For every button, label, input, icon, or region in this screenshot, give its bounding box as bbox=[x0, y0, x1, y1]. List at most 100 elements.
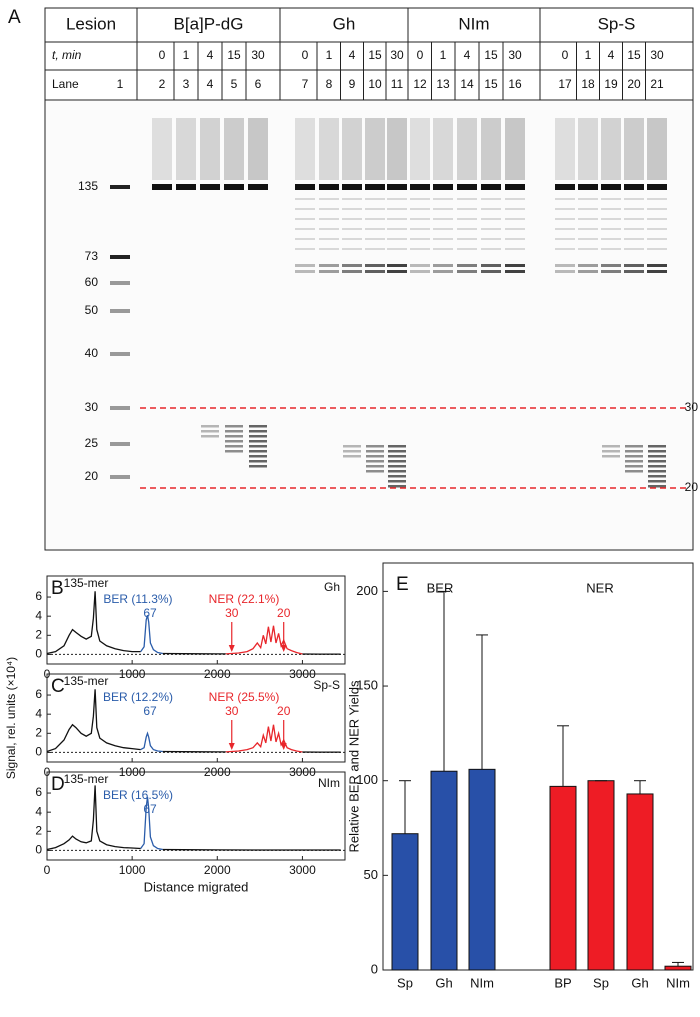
lane-number: 4 bbox=[207, 77, 214, 91]
gel-band-faint bbox=[555, 208, 575, 210]
gel-band-faint bbox=[578, 228, 598, 230]
plot-frame bbox=[382, 562, 694, 971]
y-tick-label: 0 bbox=[35, 647, 42, 661]
gel-smear bbox=[624, 118, 644, 180]
gel-band bbox=[647, 264, 667, 267]
y-tick-label: 0 bbox=[35, 843, 42, 857]
y-tick-label: 4 bbox=[35, 706, 42, 720]
gel-band bbox=[365, 270, 385, 273]
gel-band-faint bbox=[365, 238, 385, 240]
gel-band-faint bbox=[555, 238, 575, 240]
gel-band-faint bbox=[647, 228, 667, 230]
plot-frame bbox=[46, 673, 346, 763]
arrow-head bbox=[280, 645, 287, 652]
gel-band-faint bbox=[601, 238, 621, 240]
gel-product bbox=[366, 455, 384, 458]
gel-band bbox=[387, 184, 407, 190]
x-tick-label: 0 bbox=[44, 863, 51, 877]
gel-band bbox=[295, 270, 315, 273]
gel-band-faint bbox=[319, 238, 339, 240]
gel-band bbox=[365, 184, 385, 190]
gel-band bbox=[295, 184, 315, 190]
marker-band bbox=[110, 309, 130, 313]
x-axis-label: Distance migrated bbox=[144, 879, 249, 894]
gel-band-faint bbox=[365, 228, 385, 230]
gel-product bbox=[343, 450, 361, 453]
gel-band-faint bbox=[457, 228, 477, 230]
gel-band-faint bbox=[505, 208, 525, 210]
gel-product bbox=[201, 435, 219, 438]
gel-band bbox=[295, 264, 315, 267]
gel-band-faint bbox=[555, 218, 575, 220]
gel-band-faint bbox=[433, 248, 453, 250]
gel-band-faint bbox=[505, 238, 525, 240]
gel-band bbox=[555, 264, 575, 267]
x-tick-label: NIm bbox=[470, 975, 494, 990]
peak-label: 135-mer bbox=[64, 674, 109, 688]
time-label: 1 bbox=[440, 48, 447, 62]
marker-label: 25 bbox=[85, 436, 99, 450]
gel-band-faint bbox=[481, 218, 501, 220]
gel-band-faint bbox=[433, 238, 453, 240]
gel-product bbox=[388, 460, 406, 463]
time-label: 0 bbox=[302, 48, 309, 62]
lane-number: 17 bbox=[558, 77, 572, 91]
gel-band bbox=[248, 184, 268, 190]
gel-product bbox=[388, 465, 406, 468]
gel-smear bbox=[365, 118, 385, 180]
gel-band-faint bbox=[365, 218, 385, 220]
x-tick-label: Gh bbox=[435, 975, 452, 990]
gel-smear bbox=[578, 118, 598, 180]
gel-band-faint bbox=[457, 208, 477, 210]
gel-product bbox=[602, 455, 620, 458]
time-label: 30 bbox=[650, 48, 664, 62]
bar bbox=[391, 833, 419, 971]
gel-band-faint bbox=[647, 218, 667, 220]
bar bbox=[549, 785, 577, 971]
gel-product bbox=[648, 475, 666, 478]
ber-size: 67 bbox=[143, 606, 157, 620]
gel-product bbox=[225, 430, 243, 433]
gel-product bbox=[648, 455, 666, 458]
lane-number: 20 bbox=[627, 77, 641, 91]
sample-label: Sp-S bbox=[313, 678, 340, 692]
time-label: 1 bbox=[585, 48, 592, 62]
gel-band-faint bbox=[433, 218, 453, 220]
gel-band-faint bbox=[647, 248, 667, 250]
gel-band bbox=[433, 184, 453, 190]
gel-product bbox=[249, 445, 267, 448]
trace bbox=[225, 724, 303, 753]
gel-band-faint bbox=[481, 228, 501, 230]
gel-band-faint bbox=[578, 218, 598, 220]
gel-smear bbox=[555, 118, 575, 180]
time-label: 4 bbox=[608, 48, 615, 62]
gel-product bbox=[366, 465, 384, 468]
lane-number: 6 bbox=[255, 77, 262, 91]
gel-band-faint bbox=[624, 228, 644, 230]
gel-band-faint bbox=[624, 198, 644, 200]
arrow-head bbox=[228, 743, 235, 750]
gel-band-faint bbox=[505, 228, 525, 230]
bar bbox=[430, 770, 458, 971]
gel-band-faint bbox=[555, 198, 575, 200]
gel-band-faint bbox=[578, 238, 598, 240]
gel-band bbox=[342, 264, 362, 267]
gel-band-faint bbox=[624, 248, 644, 250]
ner-size: 30 bbox=[225, 704, 239, 718]
gel-band bbox=[624, 264, 644, 267]
marker-band bbox=[110, 352, 130, 356]
group-label: NER bbox=[586, 580, 613, 595]
y-tick-label: 6 bbox=[35, 785, 42, 799]
trace bbox=[46, 591, 141, 655]
gel-band-faint bbox=[601, 248, 621, 250]
time-label: 30 bbox=[390, 48, 404, 62]
gel-band bbox=[578, 264, 598, 267]
marker-label: 135 bbox=[78, 179, 98, 193]
ner-size: 20 bbox=[277, 704, 291, 718]
ner-label: NER (22.1%) bbox=[209, 592, 280, 606]
gel-band bbox=[601, 184, 621, 190]
gel-band bbox=[555, 184, 575, 190]
gel-band-faint bbox=[457, 218, 477, 220]
gel-band-faint bbox=[319, 228, 339, 230]
ber-size: 67 bbox=[143, 802, 157, 816]
